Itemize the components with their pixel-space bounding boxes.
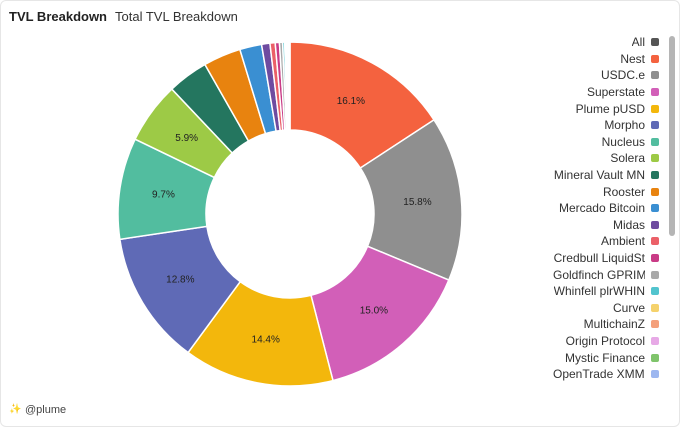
legend-swatch	[651, 187, 659, 196]
legend-item-ambient[interactable]: Ambient	[553, 233, 671, 250]
chart-legend: All Nest USDC.e Superstate Plume pUSD Morpho N…	[553, 34, 671, 386]
legend-item-origin-protocol[interactable]: Origin Protocol	[553, 333, 671, 350]
legend-item-mystic-finance[interactable]: Mystic Finance	[553, 349, 671, 366]
legend-label: Mercado Bitcoin	[558, 201, 645, 216]
legend-swatch	[651, 220, 659, 229]
slice-label: 14.4%	[252, 334, 280, 345]
slice-label: 12.8%	[166, 275, 194, 286]
legend-item-rooster[interactable]: Rooster	[553, 183, 671, 200]
footer-handle: @plume	[25, 404, 67, 416]
legend-label: Nucleus	[601, 134, 645, 149]
donut-slice-usdc-e[interactable]	[359, 118, 463, 282]
legend-swatch	[651, 71, 659, 80]
legend-label: Rooster	[602, 184, 645, 199]
legend-label: USDC.e	[600, 68, 645, 83]
donut-slice-nest[interactable]	[289, 41, 436, 170]
legend-item-solera[interactable]: Solera	[553, 150, 671, 167]
legend-label: All	[631, 35, 645, 50]
legend-label: Superstate	[586, 85, 645, 100]
legend-swatch	[651, 287, 659, 296]
legend-label: OpenTrade XMMF	[553, 367, 645, 382]
legend-item-morpho[interactable]: Morpho	[553, 117, 671, 134]
slice-label: 16.1%	[337, 96, 365, 107]
legend-item-curve[interactable]: Curve	[553, 300, 671, 317]
slice-label: 5.9%	[175, 133, 198, 144]
legend-item-whinfell-plrwhin[interactable]: Whinfell plrWHIN	[553, 283, 671, 300]
legend-label: Origin Protocol	[565, 333, 645, 348]
legend-item-mineral-vault-mn[interactable]: Mineral Vault MN	[553, 167, 671, 184]
chart-title: TVL Breakdown	[9, 9, 108, 24]
slice-label: 15.8%	[403, 197, 431, 208]
footer: ✨ @plume	[9, 404, 66, 416]
legend-swatch	[651, 320, 659, 329]
legend-label: Whinfell plrWHIN	[553, 284, 645, 299]
legend-swatch	[651, 171, 659, 180]
plume-logo-icon: ✨	[9, 404, 22, 415]
legend-swatch	[651, 154, 659, 163]
donut-slice-opentrade-xmmf[interactable]	[288, 41, 291, 131]
legend-item-plume-pusd[interactable]: Plume pUSD	[553, 100, 671, 117]
legend-swatch	[651, 270, 659, 279]
legend-item-midas[interactable]: Midas	[553, 217, 671, 234]
legend-label: Morpho	[604, 118, 645, 133]
legend-swatch	[651, 336, 659, 345]
legend-item-opentrade-xmmf[interactable]: OpenTrade XMMF	[553, 366, 671, 383]
legend-item-usdc-e[interactable]: USDC.e	[553, 67, 671, 84]
legend-swatch	[651, 237, 659, 246]
legend-label: Plume pUSD	[575, 101, 645, 116]
chart-subtitle: Total TVL Breakdown	[115, 9, 238, 24]
legend-swatch	[651, 303, 659, 312]
legend-label: Curve	[612, 300, 645, 315]
legend-swatch	[651, 104, 659, 113]
legend-swatch	[651, 204, 659, 213]
legend-swatch	[651, 370, 659, 379]
chart-header: TVL Breakdown Total TVL Breakdown	[9, 9, 238, 27]
legend-item-goldfinch-gprim[interactable]: Goldfinch GPRIM	[553, 266, 671, 283]
legend-label: Ambient	[600, 234, 645, 249]
legend-scrollbar[interactable]	[669, 36, 675, 236]
legend-label: Mineral Vault MN	[553, 168, 645, 183]
legend-label: MultichainZ	[583, 317, 645, 332]
legend-label: Mystic Finance	[564, 350, 645, 365]
legend-item-superstate[interactable]: Superstate	[553, 84, 671, 101]
legend-item-nest[interactable]: Nest	[553, 51, 671, 68]
legend-swatch	[651, 353, 659, 362]
legend-swatch	[651, 38, 659, 47]
legend-swatch	[651, 121, 659, 130]
legend-label: Goldfinch GPRIM	[553, 267, 645, 282]
legend-label: Nest	[620, 51, 645, 66]
legend-swatch	[651, 54, 659, 63]
legend-swatch	[651, 137, 659, 146]
legend-label: Solera	[610, 151, 645, 166]
donut-chart: 16.1% 15.8% 15.0% 14.4% 12.8% 9.7% 5.9%	[117, 41, 463, 387]
legend-label: Credbull LiquidSt	[553, 251, 645, 266]
slice-label: 9.7%	[152, 189, 175, 200]
legend-swatch	[651, 254, 659, 263]
legend-item-nucleus[interactable]: Nucleus	[553, 134, 671, 151]
legend-item-credbull-liquidst[interactable]: Credbull LiquidSt	[553, 250, 671, 267]
legend-item-all[interactable]: All	[553, 34, 671, 51]
legend-item-multichainz[interactable]: MultichainZ	[553, 316, 671, 333]
legend-label: Midas	[612, 217, 645, 232]
legend-swatch	[651, 88, 659, 97]
slice-label: 15.0%	[360, 305, 388, 316]
legend-item-mercado-bitcoin[interactable]: Mercado Bitcoin	[553, 200, 671, 217]
